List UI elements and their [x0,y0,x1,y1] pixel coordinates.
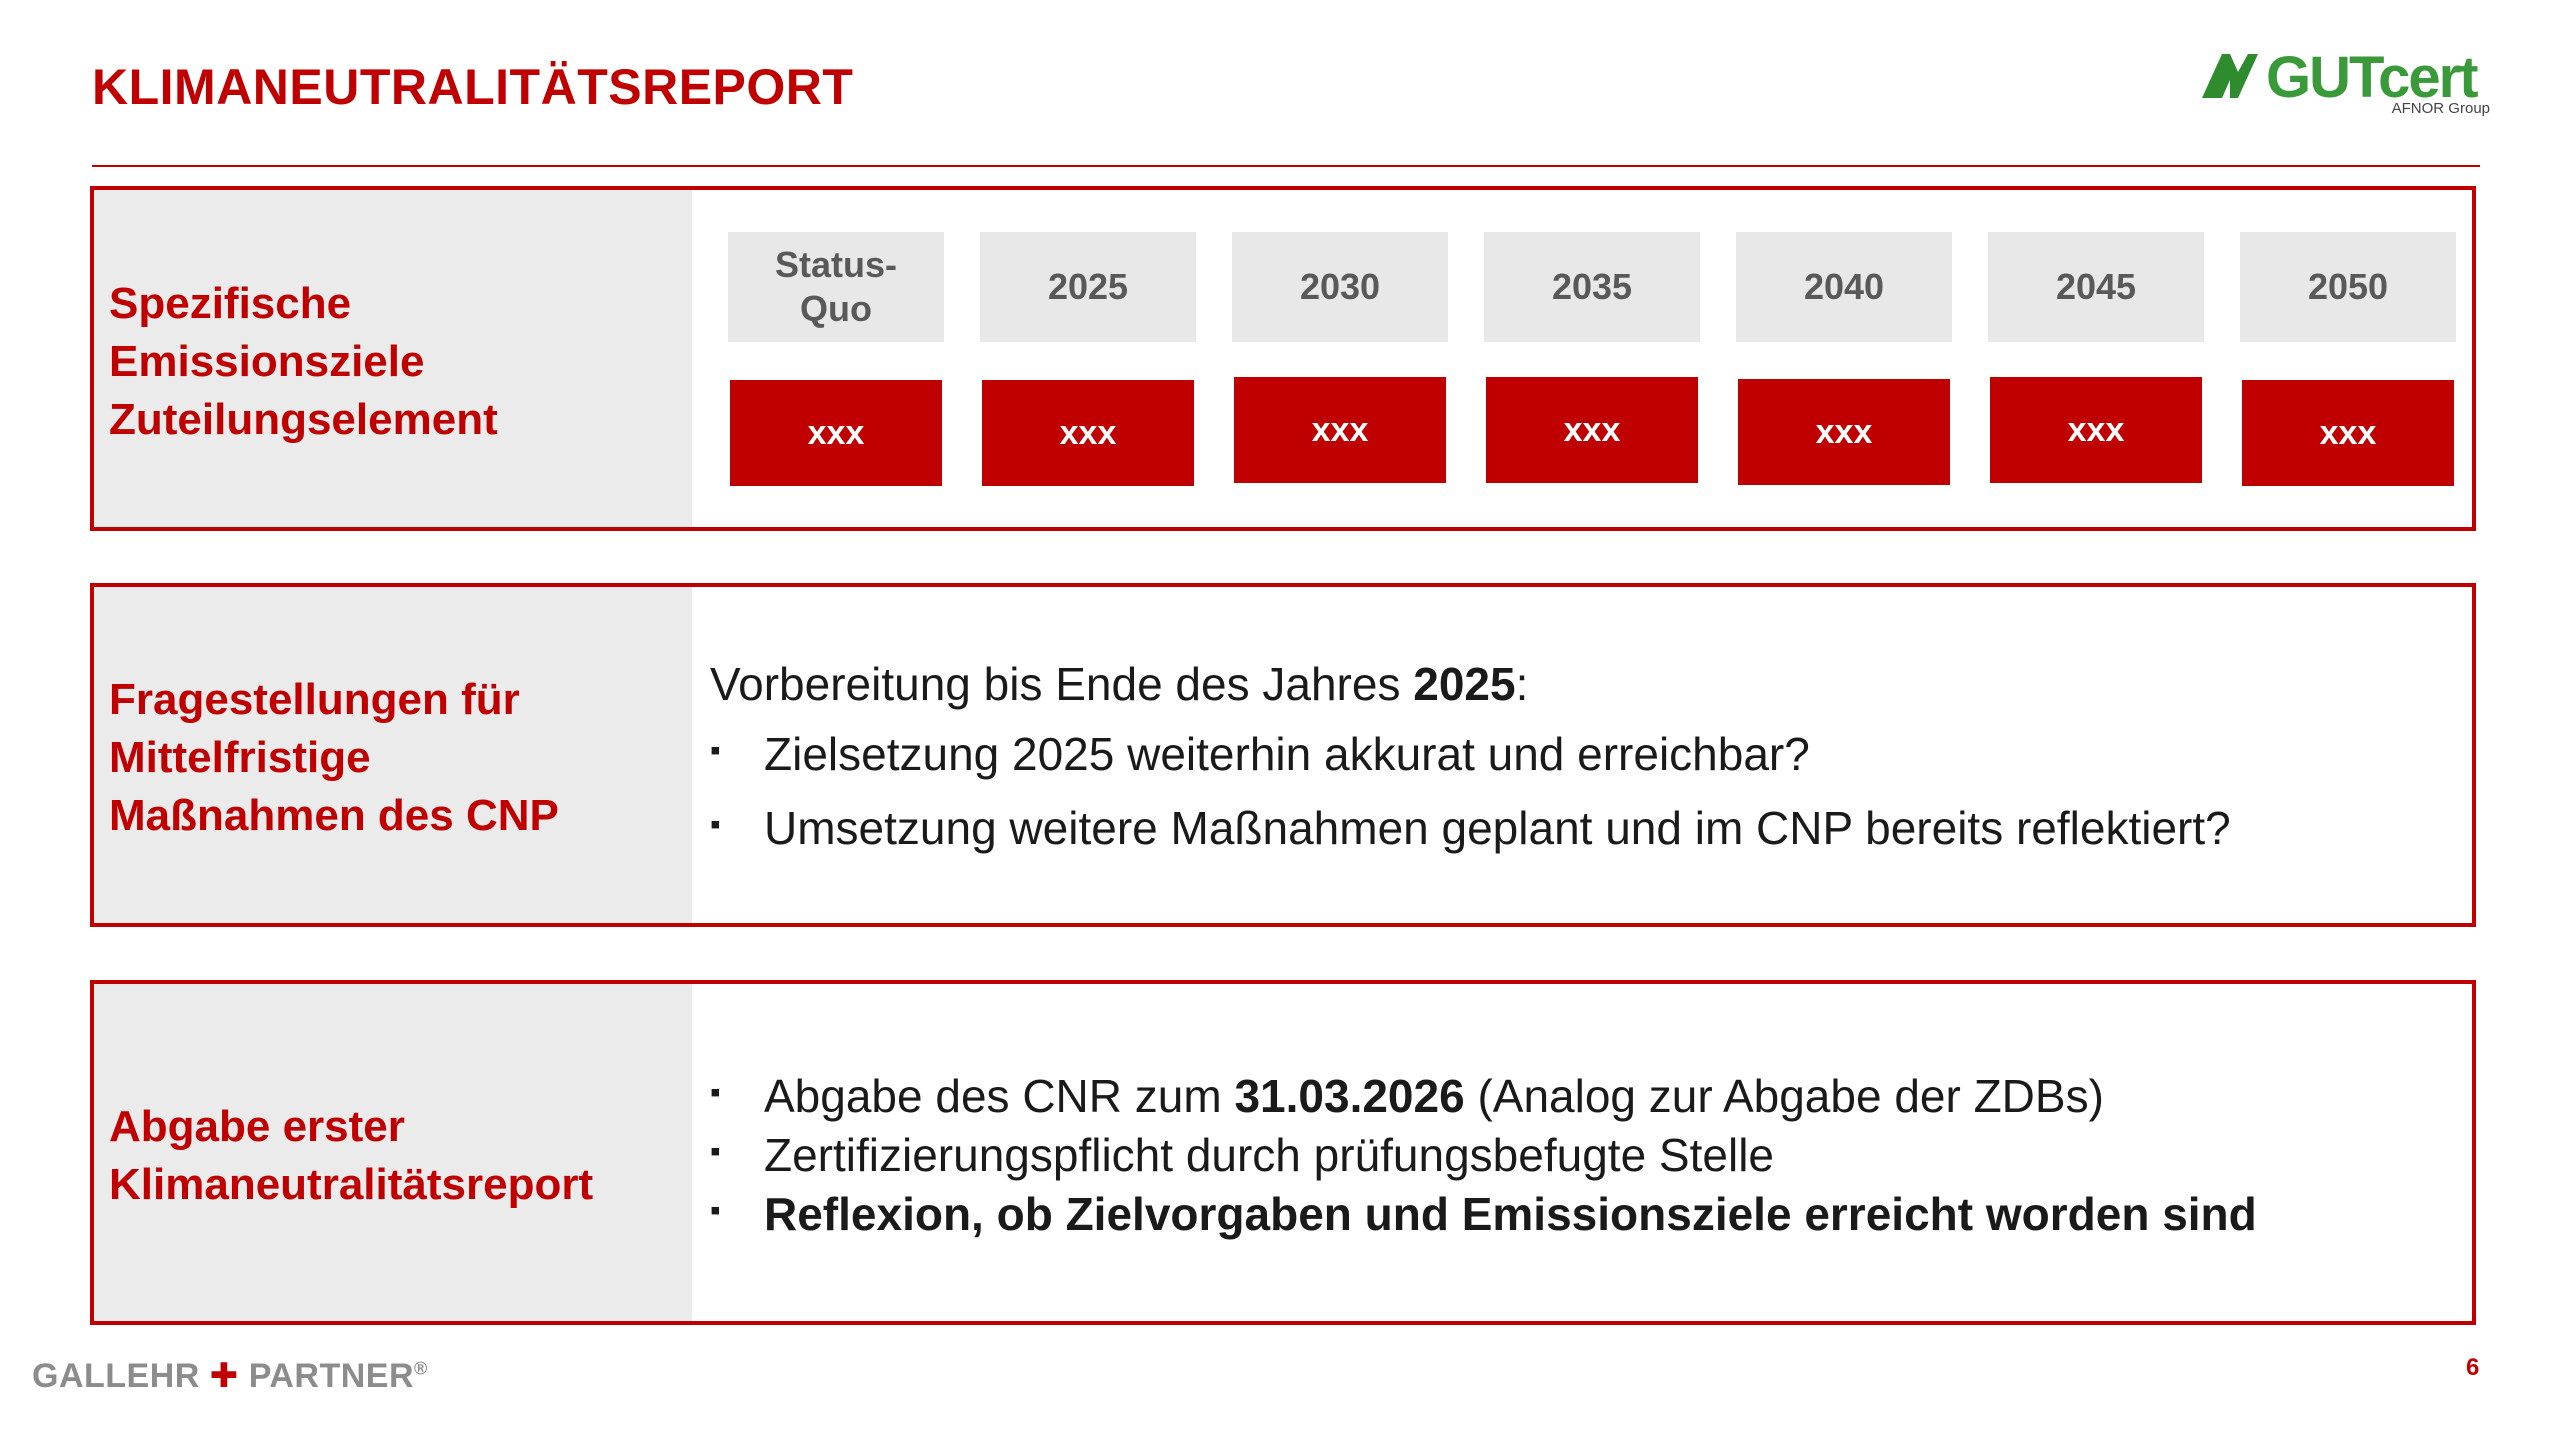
panel-label: Fragestellungen für Mittelfristige Maßna… [109,675,559,840]
value-cell: xxx [2242,380,2454,486]
panel-side: Abgabe erster Klimaneutralitätsreport [94,984,692,1321]
value-cell: xxx [730,380,942,486]
report-submission-panel: Abgabe erster Klimaneutralitätsreport ▪ … [90,980,2476,1325]
deadline-date: 31.03.2026 [1234,1070,1465,1122]
value-cell: xxx [982,380,1194,486]
logo-subtext: AFNOR Group [2391,100,2490,117]
bullet-text: Abgabe des CNR zum 31.03.2026 (Analog zu… [764,1069,2104,1123]
brand-right: PARTNER [238,1357,415,1395]
bullet-icon: ▪ [710,1194,721,1227]
page-number: 6 [2466,1354,2480,1381]
bullet-icon: ▪ [710,1135,721,1168]
bullet-icon: ▪ [710,808,721,841]
year-cell: 2025 [980,232,1196,342]
bullet-icon: ▪ [710,734,721,767]
panel-side: Spezifische Emissionsziele Zuteilungsele… [94,190,692,527]
bullet-text: Zertifizierungspflicht durch prüfungsbef… [764,1129,1775,1181]
panel-content: ▪ Abgabe des CNR zum 31.03.2026 (Analog … [710,984,2452,1321]
panel-label: Abgabe erster Klimaneutralitätsreport [109,1102,594,1209]
intro-year: 2025 [1413,658,1516,710]
value-cell: xxx [1990,377,2202,483]
bullet-icon: ▪ [710,1076,721,1109]
intro-text-part: Vorbereitung bis Ende des Jahres [710,658,1414,710]
panel-content: Vorbereitung bis Ende des Jahres 2025: ▪… [710,587,2452,923]
midterm-questions-panel: Fragestellungen für Mittelfristige Maßna… [90,583,2476,927]
value-cell: xxx [1738,379,1950,485]
gutcert-logo: GUTcert AFNOR Group [2200,44,2490,119]
panel-side: Fragestellungen für Mittelfristige Maßna… [94,587,692,923]
bullet-text: Umsetzung weitere Maßnahmen geplant und … [764,802,2231,854]
emission-targets-panel: Spezifische Emissionsziele Zuteilungsele… [90,186,2476,531]
brand-registered: ® [414,1358,428,1379]
bullet-text-part: Abgabe des CNR zum [764,1070,1235,1122]
value-cell: xxx [1234,377,1446,483]
brand-left: GALLEHR [32,1357,210,1395]
logo-text: GUTcert [2266,45,2479,110]
bullet-text-part: (Analog zur Abgabe der ZDBs) [1464,1070,2104,1122]
page-title: KLIMANEUTRALITÄTSREPORT [92,59,854,115]
panel-label: Spezifische Emissionsziele Zuteilungsele… [109,279,498,444]
header-divider [92,165,2480,167]
year-cell: 2040 [1736,232,1952,342]
year-cell: Status- Quo [728,232,944,342]
intro-colon: : [1515,658,1529,710]
value-cell: xxx [1486,377,1698,483]
brand-plus-icon: ✚ [209,1357,239,1395]
footer-brand-logo: GALLEHR ✚ PARTNER® [32,1356,428,1396]
year-cell: 2050 [2240,232,2456,342]
gutcert-logo-mark-icon [2202,54,2258,98]
year-cell: 2045 [1988,232,2204,342]
bullet-text: Zielsetzung 2025 weiterhin akkurat und e… [764,728,1810,780]
year-cell: 2035 [1484,232,1700,342]
intro-text: Vorbereitung bis Ende des Jahres 2025: [710,657,1528,711]
year-cell: 2030 [1232,232,1448,342]
bullet-text: Reflexion, ob Zielvorgaben und Emissions… [764,1188,2257,1240]
